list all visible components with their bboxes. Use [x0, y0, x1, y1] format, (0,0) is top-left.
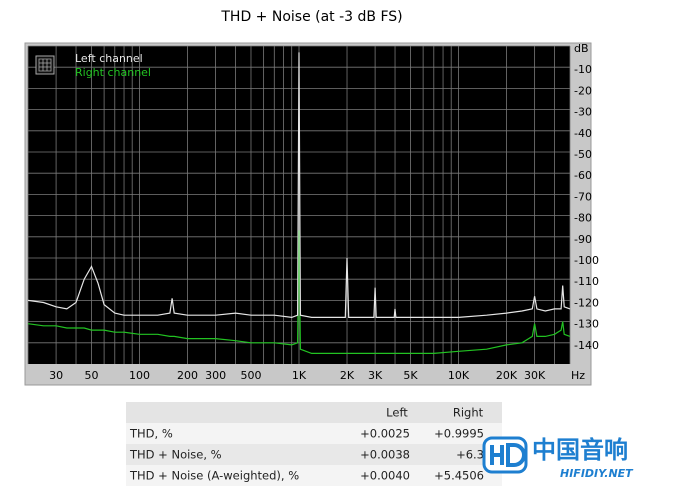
legend-label: Right channel: [75, 66, 151, 79]
x-tick-label: 500: [240, 369, 261, 382]
table-row-label: THD + Noise, %: [129, 448, 222, 462]
table-row-bg: [126, 465, 502, 486]
x-tick-label: 1K: [292, 369, 307, 382]
logo-subtitle: HIFIDIY.NET: [560, 467, 634, 480]
series-line: [27, 230, 571, 354]
x-tick-label: 200: [177, 369, 198, 382]
legend-icon: [35, 55, 55, 75]
y-tick-label: -120: [574, 296, 599, 309]
lines: [27, 52, 571, 354]
x-tick-label: 50: [84, 369, 98, 382]
table-row-bg: [126, 444, 502, 465]
logo-title: 中国音响: [532, 436, 628, 464]
table-header: Left: [386, 406, 408, 420]
y-tick-label: -40: [574, 127, 592, 140]
y-tick-label: -10: [574, 63, 592, 76]
grid: [27, 45, 571, 364]
legend-icon-grid: [38, 58, 52, 72]
logo-icon-hd: [490, 443, 526, 467]
x-tick-label: 300: [205, 369, 226, 382]
table-row-bg: [126, 423, 502, 444]
legend-label: Left channel: [75, 52, 143, 65]
y-tick-label: -50: [574, 148, 592, 161]
y-tick-label: -70: [574, 190, 592, 203]
x-tick-label: 10K: [448, 369, 470, 382]
table-row-label: THD, %: [129, 427, 173, 441]
x-tick-label: 100: [129, 369, 150, 382]
chart-title: THD + Noise (at -3 dB FS): [220, 9, 402, 25]
y-tick-label: -100: [574, 254, 599, 267]
table-cell: +5.4506: [434, 469, 484, 483]
table-cell: +0.0025: [360, 427, 410, 441]
y-tick-label: -80: [574, 212, 592, 225]
results-table: Left Right THD, % +0.0025 +0.9995 THD + Noise…: [126, 402, 502, 486]
x-tick-label: 5K: [403, 369, 418, 382]
y-tick-label: -90: [574, 233, 592, 246]
x-axis-label: Hz: [571, 369, 585, 382]
x-tick-label: 30K: [524, 369, 546, 382]
y-tick-label: dB: [574, 42, 589, 55]
x-tick-label: 2K: [340, 369, 355, 382]
table-cell: +6.3: [456, 448, 484, 462]
y-tick-label: -60: [574, 169, 592, 182]
y-tick-label: -30: [574, 106, 592, 119]
series-line: [27, 52, 571, 319]
table-cell: +0.0040: [360, 469, 410, 483]
table-cell: +0.9995: [434, 427, 484, 441]
table-cell: +0.0038: [360, 448, 410, 462]
table-header: Right: [453, 406, 484, 420]
y-tick-label: -20: [574, 84, 592, 97]
table-row-label: THD + Noise (A-weighted), %: [129, 469, 299, 483]
x-tick-label: 20K: [496, 369, 518, 382]
y-tick-label: -140: [574, 339, 599, 352]
axis-labels: dB -10 -20 -30 -40 -50 -60 -70 -80 -90 -100 -110 -12…: [49, 42, 599, 382]
x-tick-label: 3K: [368, 369, 383, 382]
x-tick-label: 30: [49, 369, 63, 382]
table-header-bg: [126, 402, 502, 423]
y-tick-label: -110: [574, 275, 599, 288]
watermark-logo: 中国音响 HIFIDIY.NET: [482, 436, 634, 480]
y-tick-label: -130: [574, 318, 599, 331]
